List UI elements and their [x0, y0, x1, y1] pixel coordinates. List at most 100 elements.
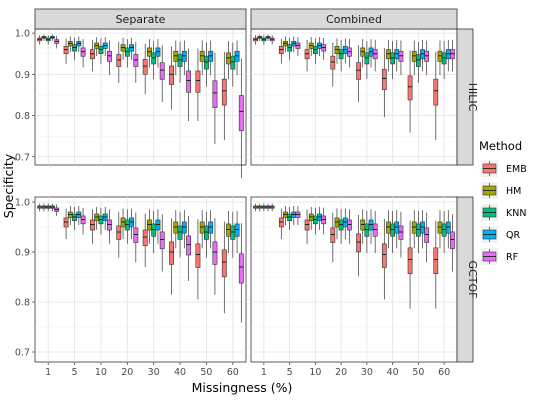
x-tick-label: 5 [72, 367, 78, 378]
box-body [208, 50, 214, 62]
box-body [433, 78, 439, 106]
box-body [177, 54, 183, 67]
box-body [195, 70, 201, 93]
axes-layer: 0.7 0.8 0.9 1.0 1 5 10 20 30 40 50 60 0.7 0.8 0.9 1.0 1 5… [15, 29, 450, 378]
box-qr-60 [234, 40, 240, 76]
x-tick-label: 40 [174, 367, 186, 378]
box-body [238, 253, 244, 284]
legend-title: Method [479, 139, 522, 153]
box-body [208, 221, 214, 234]
x-tick-label: 50 [412, 367, 424, 378]
box-body [420, 221, 425, 234]
box-qr-10 [102, 206, 108, 230]
box-knn-30 [364, 41, 370, 79]
box-emb-5 [278, 208, 284, 240]
box-body [424, 50, 430, 62]
box-qr-30 [155, 209, 161, 244]
box-emb-20 [116, 211, 122, 258]
box-rf-30 [159, 214, 165, 272]
box-body [364, 52, 370, 65]
y-tick-label: 0.8 [15, 111, 30, 122]
box-emb-5 [278, 38, 284, 64]
x-tick-label: 50 [200, 367, 212, 378]
box-body [407, 247, 413, 275]
box-qr-50 [208, 210, 214, 249]
box-emb-10 [304, 39, 310, 72]
box-rf-40 [186, 215, 191, 281]
box-body [368, 219, 374, 231]
box-body [424, 227, 430, 243]
y-tick-label: 0.9 [15, 70, 30, 81]
box-hm-10 [308, 37, 314, 57]
box-body [212, 241, 218, 265]
box-qr-40 [181, 40, 187, 76]
box-emb-5 [63, 38, 69, 64]
box-body [407, 75, 413, 101]
box-body [411, 50, 417, 62]
box-body [151, 52, 157, 65]
column-strip [250, 8, 458, 30]
legend-label: QR [506, 230, 520, 241]
box-body [230, 55, 236, 70]
box-rf-60 [238, 223, 244, 323]
box-body [441, 223, 447, 237]
box-hm-30 [360, 39, 366, 68]
box-emb-40 [169, 46, 174, 110]
box-qr-1 [50, 203, 55, 212]
box-hm-1 [257, 34, 263, 41]
y-tick-label: 1.0 [15, 29, 30, 40]
box-body [186, 70, 191, 93]
legend-item-emb: EMB [481, 160, 527, 177]
box-body [304, 219, 310, 231]
box-knn-50 [415, 210, 421, 254]
box-rf-20 [133, 212, 139, 263]
x-tick-label: 1 [45, 367, 51, 378]
box-rf-50 [424, 212, 430, 263]
box-rf-5 [80, 39, 86, 68]
y-axis-title: Specificity [1, 153, 16, 218]
box-body [204, 55, 209, 70]
x-tick-label: 30 [148, 367, 160, 378]
box-emb-50 [407, 220, 413, 309]
box-emb-60 [433, 51, 439, 141]
y-tick-label: 0.7 [15, 152, 30, 163]
y-tick-label: 0.8 [15, 298, 30, 309]
box-emb-10 [90, 209, 95, 244]
x-axis-title: Missingness (%) [192, 380, 293, 395]
box-knn-10 [98, 207, 104, 235]
box-knn-1 [261, 203, 267, 212]
box-knn-60 [230, 42, 236, 87]
box-rf-20 [347, 209, 352, 244]
box-emb-60 [221, 51, 227, 141]
box-qr-10 [317, 206, 322, 230]
box-body [234, 223, 240, 237]
panel-hilic-separate [34, 28, 247, 179]
box-body [177, 225, 183, 240]
box-knn-20 [124, 39, 130, 68]
column-strip-label: Combined [326, 13, 382, 26]
box-rf-40 [186, 48, 191, 122]
box-body [107, 50, 112, 62]
box-body [372, 223, 378, 237]
box-body [116, 225, 122, 240]
box-body [186, 235, 191, 256]
box-body [398, 50, 404, 62]
box-rf-10 [321, 37, 327, 60]
box-knn-5 [287, 37, 293, 60]
legend-label: HM [506, 186, 521, 197]
box-rf-5 [295, 37, 301, 57]
box-emb-30 [356, 45, 361, 102]
box-emb-20 [330, 42, 336, 87]
x-tick-label: 20 [335, 367, 347, 378]
box-body [159, 231, 165, 250]
legend-label: KNN [506, 208, 526, 219]
row-strip-label: HILIC [466, 83, 479, 112]
box-rf-5 [80, 207, 86, 235]
box-qr-1 [265, 34, 271, 41]
box-rf-60 [238, 58, 244, 179]
x-tick-label: 60 [227, 367, 239, 378]
box-qr-30 [155, 39, 161, 68]
box-rf-40 [398, 40, 404, 76]
legend-item-rf: RF [481, 248, 518, 265]
box-emb-20 [116, 41, 122, 83]
